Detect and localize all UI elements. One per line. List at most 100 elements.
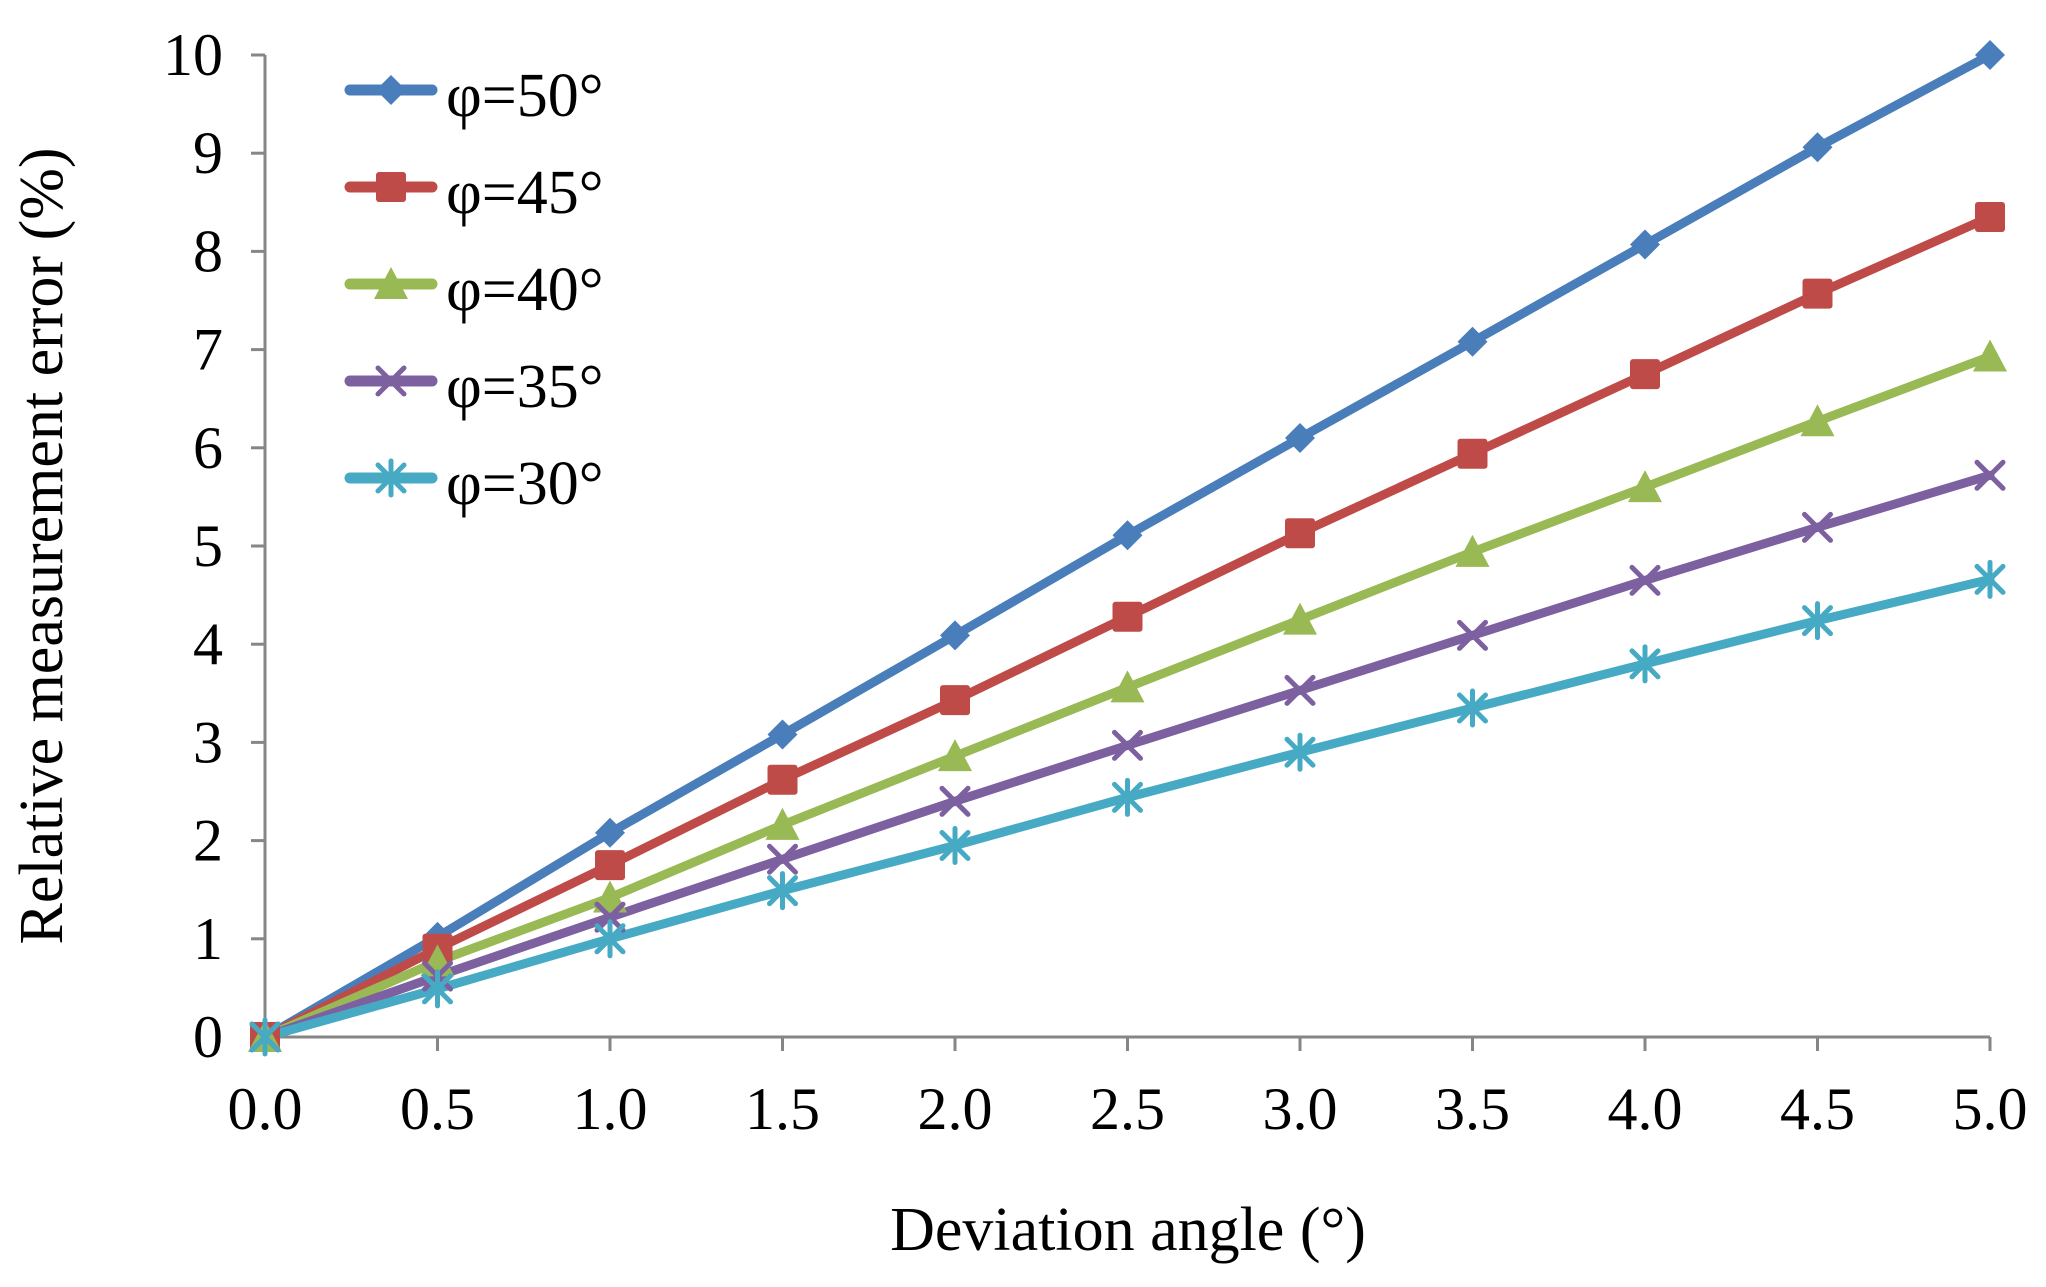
legend-entry: φ=40° — [344, 256, 604, 324]
y-tick-label: 10 — [163, 22, 223, 88]
data-point — [1802, 278, 1833, 309]
x-tick-label: 4.5 — [1780, 1076, 1855, 1142]
data-point — [1457, 619, 1488, 651]
x-tick-label: 0.5 — [400, 1076, 475, 1142]
data-point — [1284, 732, 1316, 772]
data-point — [1974, 459, 2006, 491]
data-point — [1973, 339, 2007, 372]
y-tick-label: 4 — [193, 611, 223, 677]
x-tick-label: 5.0 — [1953, 1076, 2028, 1142]
y-tick-label: 5 — [193, 513, 223, 579]
data-point — [1112, 520, 1143, 551]
data-point — [1285, 518, 1315, 549]
data-point — [767, 719, 798, 750]
legend-label: φ=50° — [446, 62, 604, 130]
data-point — [1110, 670, 1145, 703]
legend-marker — [375, 458, 407, 498]
y-tick-label: 8 — [193, 218, 223, 284]
legend-label: φ=35° — [446, 353, 604, 421]
data-point — [1800, 404, 1835, 437]
data-point — [1802, 511, 1833, 543]
data-point — [1112, 777, 1143, 817]
data-point — [595, 817, 625, 848]
data-point — [767, 764, 798, 795]
series-line — [260, 470, 1995, 1042]
x-axis-label: Deviation angle (°) — [890, 1196, 1366, 1264]
data-point — [938, 739, 972, 772]
x-tick-label: 2.5 — [1090, 1076, 1165, 1142]
data-point — [939, 785, 971, 817]
data-point — [594, 919, 626, 959]
legend-marker — [376, 75, 406, 105]
axes: 0.0 0.5 1.0 1.5 2.0 2.5 3.0 3.5 4.0 4.5 5.0 0 1 2 3 4 5 6… — [163, 22, 2028, 1142]
data-point — [1457, 326, 1488, 357]
y-tick-label: 9 — [193, 120, 223, 186]
x-tick-label: 2.0 — [918, 1076, 993, 1142]
marker-stroke — [939, 785, 971, 817]
marker-stroke — [1802, 511, 1833, 543]
data-point — [939, 826, 971, 866]
series-35 — [260, 470, 1995, 1042]
x-tick-label: 4.0 — [1608, 1076, 1683, 1142]
data-point — [1630, 229, 1660, 260]
x-tick-label: 0.0 — [228, 1076, 303, 1142]
data-point — [1112, 729, 1143, 761]
series-markers — [249, 559, 2006, 1057]
data-point — [1285, 422, 1315, 453]
data-point — [593, 880, 627, 913]
legend-entry: φ=35° — [344, 353, 604, 421]
y-tick-label: 2 — [193, 808, 223, 874]
y-tick-label: 3 — [193, 709, 223, 775]
series-group — [248, 40, 2007, 1057]
marker-stroke — [1284, 674, 1316, 706]
data-point — [594, 901, 626, 933]
data-point — [1629, 644, 1661, 684]
data-point — [767, 843, 798, 875]
x-tick-label: 3.5 — [1435, 1076, 1510, 1142]
data-point — [1283, 602, 1317, 635]
marker-stroke — [1629, 564, 1661, 596]
data-point — [1974, 559, 2006, 599]
legend-marker — [374, 267, 408, 299]
marker-stroke — [767, 843, 798, 875]
data-point — [1112, 601, 1143, 632]
legend-entry: φ=50° — [344, 62, 604, 130]
data-point — [1629, 564, 1661, 596]
data-point — [595, 850, 625, 881]
marker-stroke — [1112, 729, 1143, 761]
data-point — [1802, 601, 1833, 641]
data-point — [1975, 202, 2005, 233]
data-point — [422, 969, 453, 1009]
data-point — [1457, 438, 1488, 469]
data-point — [1284, 674, 1316, 706]
x-tick-label: 1.0 — [573, 1076, 648, 1142]
marker-stroke — [1457, 619, 1488, 651]
data-point — [249, 1017, 281, 1057]
data-point — [1455, 534, 1490, 567]
marker-stroke — [375, 365, 407, 397]
y-tick-label: 1 — [193, 906, 223, 972]
data-point — [940, 685, 970, 716]
legend: φ=50° φ=45° φ=40° φ=35° φ=30° — [344, 62, 604, 518]
y-tick-label: 0 — [193, 1004, 223, 1070]
legend-marker — [376, 172, 406, 202]
data-point — [1630, 359, 1660, 390]
data-point — [1628, 470, 1662, 503]
legend-entry: φ=30° — [344, 450, 604, 518]
legend-label: φ=30° — [446, 450, 604, 518]
y-axis-label: Relative measurement error (%) — [8, 147, 76, 944]
data-point — [1975, 40, 2005, 70]
x-tick-label: 1.5 — [745, 1076, 820, 1142]
legend-label: φ=40° — [446, 256, 604, 324]
marker-stroke — [1974, 459, 2006, 491]
data-point — [765, 807, 800, 840]
data-point — [1802, 132, 1833, 163]
y-tick-label: 6 — [193, 415, 223, 481]
data-point — [767, 871, 798, 911]
data-point — [1457, 688, 1488, 728]
legend-marker — [375, 365, 407, 397]
legend-entry: φ=45° — [344, 159, 604, 227]
series-markers — [250, 202, 2005, 1052]
legend-label: φ=45° — [446, 159, 604, 227]
